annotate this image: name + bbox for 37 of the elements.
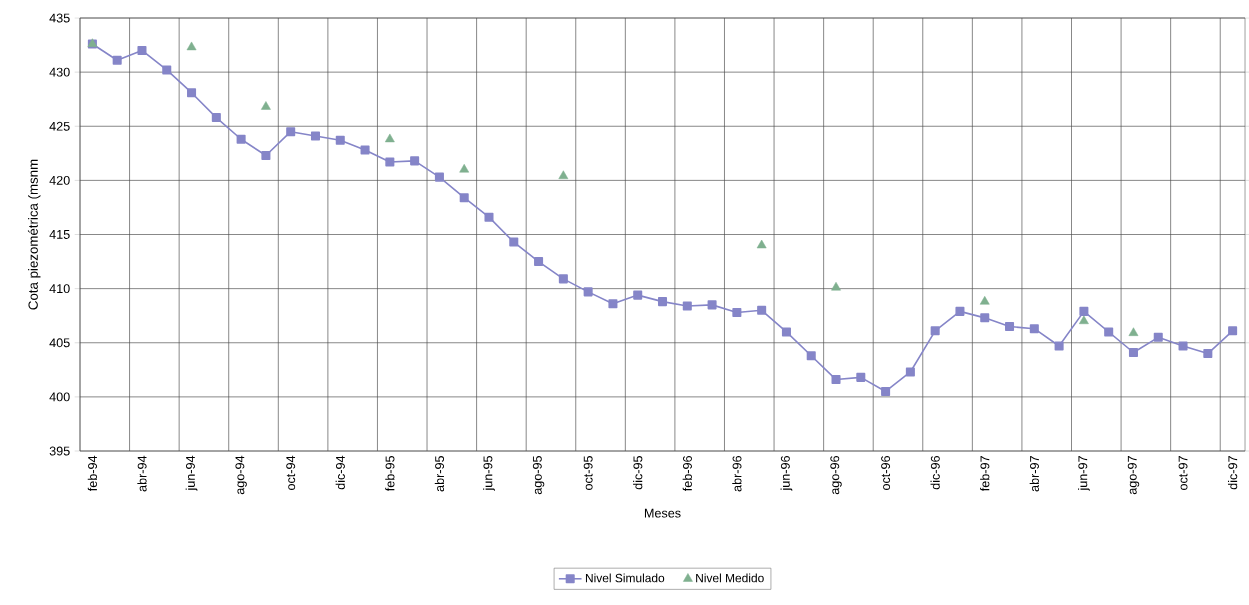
y-tick-label: 395 bbox=[49, 446, 70, 456]
x-axis-title: Meses bbox=[644, 508, 681, 518]
x-tick-label: feb-96 bbox=[682, 456, 692, 492]
x-tick-label: feb-95 bbox=[385, 455, 395, 492]
x-tick-label: ago-94 bbox=[235, 455, 247, 495]
legend-label: Nivel Medido bbox=[696, 573, 764, 583]
x-tick-label: ago-95 bbox=[532, 456, 545, 495]
x-tick-label: oct-96 bbox=[881, 456, 891, 491]
x-tick-label: dic-97 bbox=[1227, 456, 1238, 490]
y-tick-label: 405 bbox=[49, 338, 70, 348]
y-axis-title: Cota piezométrica (msnm bbox=[27, 159, 41, 310]
x-tick-label: jun-95 bbox=[483, 456, 495, 491]
x-tick-label: ago-96 bbox=[830, 456, 842, 495]
x-tick-label: oct-95 bbox=[583, 455, 593, 491]
legend-label: Nivel Simulado bbox=[585, 573, 665, 583]
x-tick-label: jun-94 bbox=[185, 455, 198, 491]
x-tick-label: abr-97 bbox=[1029, 456, 1039, 492]
x-tick-label: abr-96 bbox=[732, 456, 742, 492]
x-tick-label: jun-97 bbox=[1078, 456, 1090, 491]
x-tick-label: oct-97 bbox=[1178, 456, 1188, 491]
y-tick-label: 410 bbox=[49, 284, 70, 294]
x-tick-label: feb-97 bbox=[980, 456, 990, 492]
x-tick-label: feb-94 bbox=[87, 455, 98, 492]
y-tick-label: 425 bbox=[49, 121, 70, 131]
x-tick-label: dic-95 bbox=[633, 456, 643, 490]
x-tick-label: oct-94 bbox=[286, 455, 296, 491]
y-tick-label: 400 bbox=[49, 392, 70, 402]
y-tick-label: 435 bbox=[49, 13, 70, 23]
y-tick-label: 430 bbox=[49, 67, 70, 77]
x-tick-label: ago-97 bbox=[1127, 456, 1140, 495]
y-tick-label: 415 bbox=[49, 230, 70, 239]
y-tick-label: 420 bbox=[49, 175, 70, 185]
x-tick-label: jun-96 bbox=[780, 456, 793, 491]
x-tick-label: dic-96 bbox=[930, 456, 940, 490]
x-tick-label: abr-94 bbox=[137, 455, 147, 492]
x-tick-label: dic-94 bbox=[335, 455, 345, 490]
x-tick-label: abr-95 bbox=[434, 456, 445, 492]
